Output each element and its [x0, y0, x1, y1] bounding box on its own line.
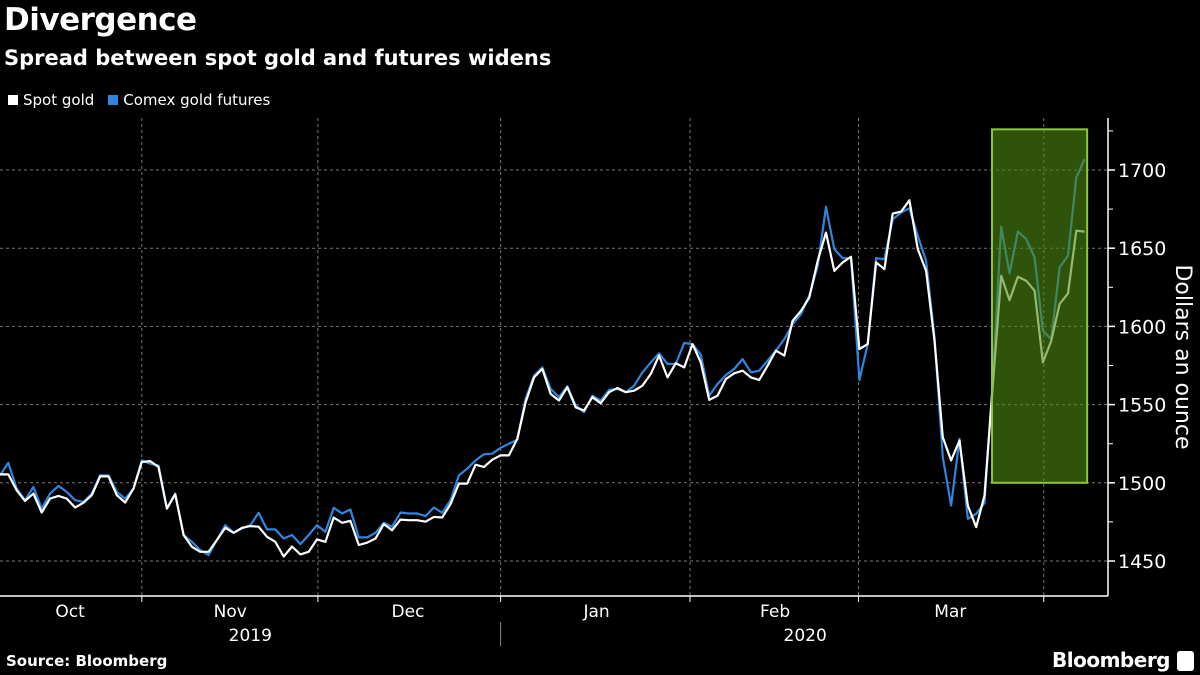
series-line-comex-futures — [0, 158, 1086, 557]
highlight-box — [991, 128, 1089, 484]
x-month-label: Feb — [760, 602, 790, 622]
x-month-label: Dec — [392, 602, 425, 622]
y-tick-label: 1650 — [1118, 238, 1166, 260]
series-line-spot-gold — [0, 199, 1085, 558]
x-month-label: Oct — [55, 602, 85, 622]
legend-swatch-spot-gold — [8, 95, 18, 105]
legend-label: Spot gold — [23, 91, 95, 109]
legend-item-spot-gold: Spot gold — [8, 91, 94, 109]
legend-item-comex-futures: Comex gold futures — [108, 91, 270, 109]
y-tick-label: 1700 — [1118, 160, 1166, 182]
legend-label: Comex gold futures — [123, 91, 271, 109]
y-tick-label: 1500 — [1118, 473, 1166, 495]
bloomberg-chart-icon — [1177, 651, 1194, 671]
y-tick-label: 1450 — [1118, 551, 1166, 573]
bloomberg-logo: Bloomberg — [1052, 648, 1170, 672]
x-month-label: Mar — [934, 602, 966, 622]
chart-subtitle: Spread between spot gold and futures wid… — [4, 46, 552, 70]
y-tick-label: 1550 — [1118, 395, 1166, 417]
chart-title: Divergence — [4, 2, 197, 38]
x-month-label: Jan — [582, 602, 609, 622]
x-year-label: 2019 — [229, 626, 272, 646]
legend-swatch-comex-futures — [108, 95, 119, 105]
x-month-label: Nov — [214, 602, 247, 622]
y-axis-label: Dollars an ounce — [1170, 264, 1195, 449]
y-tick-label: 1600 — [1118, 316, 1166, 338]
x-year-label: 2020 — [784, 626, 827, 646]
legend: Spot gold Comex gold futures — [8, 91, 270, 109]
source-note: Source: Bloomberg — [6, 652, 168, 670]
